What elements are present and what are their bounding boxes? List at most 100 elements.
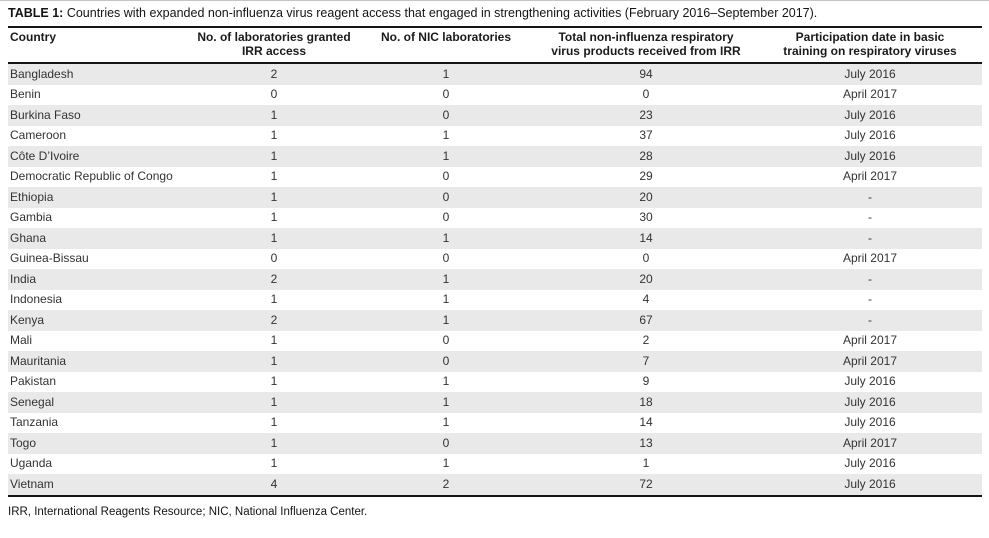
- table-row: India 2 1 20 -: [8, 269, 982, 290]
- cell-irr-access: 1: [270, 415, 278, 429]
- cell-nic-laboratories: 1: [358, 63, 534, 85]
- cell-irr-access: 1: [270, 292, 278, 306]
- cell-products-received: 13: [534, 433, 758, 454]
- cell-participation-date: July 2016: [758, 105, 982, 126]
- cell-irr-access: 0: [270, 251, 278, 265]
- table-row: Gambia 1 0 30 -: [8, 208, 982, 229]
- cell-participation-date: April 2017: [758, 433, 982, 454]
- cell-country: Pakistan: [10, 374, 57, 388]
- cell-participation-date: -: [758, 269, 982, 290]
- cell-participation-date: April 2017: [758, 351, 982, 372]
- cell-participation-date: July 2016: [758, 146, 982, 167]
- cell-irr-access: 0: [270, 87, 278, 101]
- table-footnote: IRR, International Reagents Resource; NI…: [8, 505, 368, 518]
- cell-country: Ghana: [8, 228, 190, 249]
- cell-participation-date: -: [758, 228, 982, 249]
- cell-participation-date: July 2016: [844, 128, 896, 142]
- data-table: Country No. of laboratories granted IRR a…: [8, 26, 982, 497]
- cell-nic-laboratories: 0: [442, 251, 450, 265]
- cell-products-received: 9: [642, 374, 650, 388]
- cell-irr-access: 1: [190, 228, 358, 249]
- cell-country: Guinea-Bissau: [10, 251, 89, 265]
- column-header-irr-access: No. of laboratories granted IRR access: [190, 27, 358, 64]
- cell-irr-access: 2: [190, 310, 358, 331]
- cell-irr-access: 1: [270, 169, 278, 183]
- column-header-participation-date: Participation date in basic training on r…: [758, 27, 982, 64]
- cell-participation-date: April 2017: [842, 333, 898, 347]
- cell-participation-date: -: [868, 210, 872, 224]
- cell-nic-laboratories: 1: [442, 292, 450, 306]
- cell-nic-laboratories: 1: [358, 146, 534, 167]
- header-row: Country No. of laboratories granted IRR a…: [8, 27, 982, 64]
- table-row: Mali 1 0 2 April 2017: [8, 331, 982, 352]
- cell-irr-access: 1: [270, 128, 278, 142]
- table-row: Senegal 1 1 18 July 2016: [8, 392, 982, 413]
- cell-participation-date: April 2017: [842, 87, 898, 101]
- cell-nic-laboratories: 1: [442, 415, 450, 429]
- cell-products-received: 0: [642, 87, 650, 101]
- table-caption-text: Countries with expanded non-influenza vi…: [66, 6, 818, 20]
- cell-country: Vietnam: [8, 474, 190, 496]
- cell-nic-laboratories: 0: [442, 210, 450, 224]
- table-row: Côte D’Ivoire 1 1 28 July 2016: [8, 146, 982, 167]
- cell-country: Senegal: [8, 392, 190, 413]
- cell-products-received: 14: [534, 228, 758, 249]
- cell-irr-access: 1: [190, 105, 358, 126]
- cell-products-received: 1: [642, 456, 650, 470]
- cell-participation-date: July 2016: [844, 415, 896, 429]
- cell-products-received: 29: [639, 169, 653, 183]
- cell-irr-access: 1: [270, 333, 278, 347]
- table-row: Mauritania 1 0 7 April 2017: [8, 351, 982, 372]
- cell-country: Tanzania: [10, 415, 59, 429]
- cell-products-received: 7: [534, 351, 758, 372]
- cell-participation-date: July 2016: [844, 456, 896, 470]
- cell-products-received: 0: [642, 251, 650, 265]
- cell-participation-date: July 2016: [758, 63, 982, 85]
- cell-country: Mauritania: [8, 351, 190, 372]
- cell-nic-laboratories: 1: [358, 269, 534, 290]
- cell-country: Côte D’Ivoire: [8, 146, 190, 167]
- cell-country: Togo: [8, 433, 190, 454]
- cell-participation-date: July 2016: [758, 474, 982, 496]
- cell-irr-access: 1: [270, 374, 278, 388]
- cell-country: Indonesia: [10, 292, 63, 306]
- table-row: Ethiopia 1 0 20 -: [8, 187, 982, 208]
- cell-products-received: 23: [534, 105, 758, 126]
- cell-country: Democratic Republic of Congo: [10, 169, 173, 183]
- cell-participation-date: April 2017: [842, 251, 898, 265]
- cell-participation-date: -: [758, 310, 982, 331]
- cell-irr-access: 1: [270, 210, 278, 224]
- column-header-nic-laboratories: No. of NIC laboratories: [358, 27, 534, 64]
- cell-nic-laboratories: 0: [442, 333, 450, 347]
- table-caption: TABLE 1: Countries with expanded non-inf…: [8, 6, 982, 21]
- table-row: Burkina Faso 1 0 23 July 2016: [8, 105, 982, 126]
- cell-country: Cameroon: [10, 128, 67, 142]
- cell-products-received: 20: [534, 187, 758, 208]
- column-header-products-received: Total non-influenza respiratory virus pro…: [534, 27, 758, 64]
- table-row: Tanzania 1 1 14 July 2016: [8, 413, 982, 434]
- table-row: Bangladesh 2 1 94 July 2016: [8, 63, 982, 85]
- cell-nic-laboratories: 0: [358, 187, 534, 208]
- cell-nic-laboratories: 0: [358, 351, 534, 372]
- cell-nic-laboratories: 1: [358, 310, 534, 331]
- table-row: Democratic Republic of Congo 1 0 29 Apri…: [8, 167, 982, 188]
- cell-nic-laboratories: 0: [358, 105, 534, 126]
- cell-products-received: 2: [642, 333, 650, 347]
- cell-country: Gambia: [10, 210, 53, 224]
- table-row: Indonesia 1 1 4 -: [8, 290, 982, 311]
- cell-participation-date: July 2016: [758, 392, 982, 413]
- cell-nic-laboratories: 0: [442, 169, 450, 183]
- cell-country: Uganda: [10, 456, 53, 470]
- table-row: Kenya 2 1 67 -: [8, 310, 982, 331]
- cell-nic-laboratories: 0: [442, 87, 450, 101]
- cell-products-received: 14: [639, 415, 653, 429]
- table-row: Guinea-Bissau 0 0 0 April 2017: [8, 249, 982, 270]
- cell-products-received: 28: [534, 146, 758, 167]
- table-row: Benin 0 0 0 April 2017: [8, 85, 982, 106]
- cell-irr-access: 2: [190, 269, 358, 290]
- table-row: Pakistan 1 1 9 July 2016: [8, 372, 982, 393]
- cell-irr-access: 1: [190, 433, 358, 454]
- cell-nic-laboratories: 1: [442, 456, 450, 470]
- cell-nic-laboratories: 2: [358, 474, 534, 496]
